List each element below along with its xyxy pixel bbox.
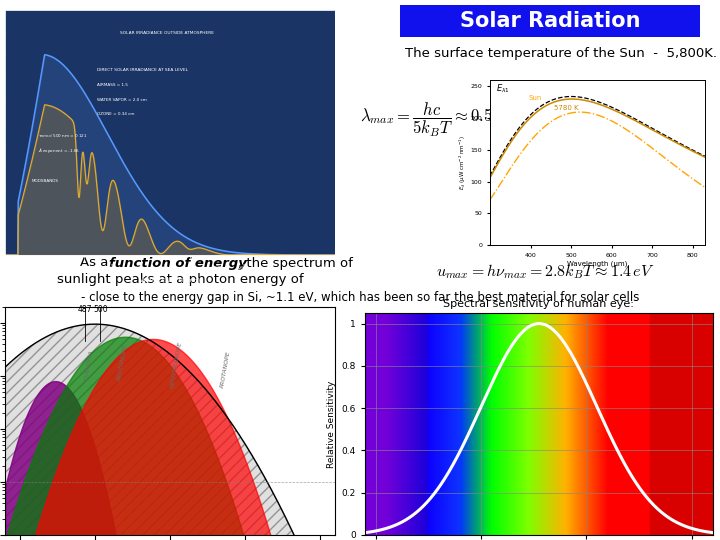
- Text: - close to the energy gap in Si, ~1.1 eV, which has been so far the best materia: - close to the energy gap in Si, ~1.1 eV…: [81, 291, 639, 303]
- Text: SOLAR IRRADIANCE OUTSIDE ATMOSPHERE: SOLAR IRRADIANCE OUTSIDE ATMOSPHERE: [120, 31, 215, 36]
- Text: $\tau_{aerosol}$ 500 nm = 0.121: $\tau_{aerosol}$ 500 nm = 0.121: [38, 132, 88, 140]
- Text: DIRECT SOLAR IRRADIANCE AT SEA LEVEL: DIRECT SOLAR IRRADIANCE AT SEA LEVEL: [97, 68, 189, 72]
- Text: Spectral sensitivity of human eye:: Spectral sensitivity of human eye:: [443, 299, 634, 309]
- Text: $E_{\lambda 1}$: $E_{\lambda 1}$: [497, 83, 510, 95]
- Text: CYANOPIA: CYANOPIA: [84, 349, 94, 381]
- Text: WATER VAPOR = 2.0 cm: WATER VAPOR = 2.0 cm: [97, 98, 148, 102]
- Text: 500: 500: [93, 305, 107, 314]
- Text: $\lambda_{max} = \dfrac{hc}{5k_BT} \approx 0.5\,\mu$m: $\lambda_{max} = \dfrac{hc}{5k_BT} \appr…: [359, 101, 521, 139]
- Text: PROTANOPE: PROTANOPE: [117, 343, 129, 381]
- Text: $\AA$ exponent = -1.66: $\AA$ exponent = -1.66: [38, 146, 81, 155]
- Text: function of energy: function of energy: [109, 256, 247, 269]
- Text: PROTANOPE: PROTANOPE: [220, 350, 231, 388]
- Text: sunlight peaks at a photon energy of: sunlight peaks at a photon energy of: [57, 273, 303, 287]
- Text: As a: As a: [80, 256, 112, 269]
- Text: 5780 K: 5780 K: [554, 105, 579, 111]
- Text: DEUTERANOPE: DEUTERANOPE: [170, 340, 183, 388]
- Y-axis label: Relative Sensitivity: Relative Sensitivity: [327, 380, 336, 468]
- Y-axis label: $E_\lambda$ (μW cm$^{-2}$ nm$^{-1}$): $E_\lambda$ (μW cm$^{-2}$ nm$^{-1}$): [457, 135, 468, 190]
- FancyBboxPatch shape: [400, 5, 700, 37]
- Text: Solar Radiation: Solar Radiation: [460, 11, 640, 31]
- Text: MODSBANDS: MODSBANDS: [32, 179, 58, 183]
- Text: Sun: Sun: [528, 95, 542, 101]
- Text: AIRMASS = 1.5: AIRMASS = 1.5: [97, 83, 128, 87]
- Text: The surface temperature of the Sun  -  5,800K.: The surface temperature of the Sun - 5,8…: [405, 46, 717, 59]
- X-axis label: Wavelength (μm): Wavelength (μm): [567, 260, 628, 267]
- Text: $u_{max} = h\nu_{max} = 2.8k_BT \approx 1.4\,eV$: $u_{max} = h\nu_{max} = 2.8k_BT \approx …: [436, 262, 654, 281]
- Text: 487: 487: [78, 305, 92, 314]
- Text: OZONE = 0.34 cm: OZONE = 0.34 cm: [97, 112, 135, 116]
- X-axis label: WAVELENGTH (nm): WAVELENGTH (nm): [140, 278, 200, 283]
- Text: , the spectrum of: , the spectrum of: [238, 256, 353, 269]
